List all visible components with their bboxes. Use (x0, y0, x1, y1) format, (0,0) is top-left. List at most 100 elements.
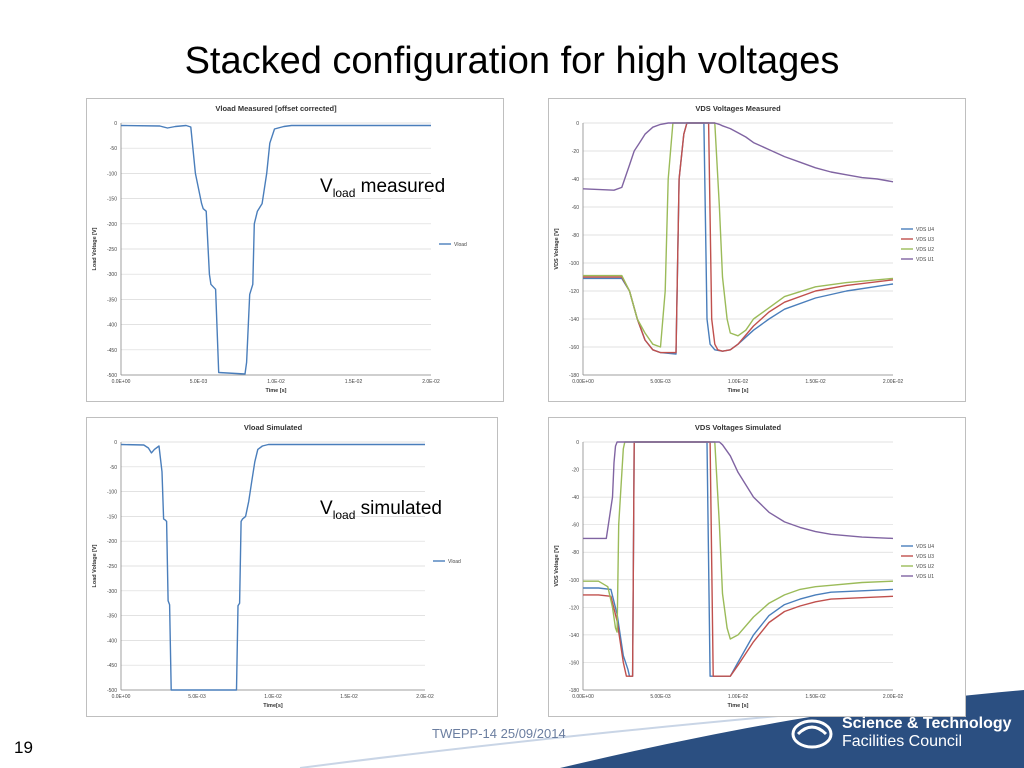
callout-vload-simulated: Vload simulated (320, 498, 442, 522)
y-tick-label: -400 (107, 323, 117, 329)
x-tick-label: 0.00E+00 (572, 694, 594, 700)
callout-simulated-text: simulated (355, 498, 442, 519)
y-tick-label: -150 (107, 514, 117, 520)
x-tick-label: 0.0E+00 (112, 379, 131, 385)
logo-text-line2: Facilities Council (842, 733, 963, 750)
y-tick-label: -160 (569, 660, 579, 666)
chart-title: VDS Voltages Measured (695, 104, 781, 113)
x-tick-label: 5.0E-03 (190, 379, 208, 385)
stfc-logo-icon (791, 719, 833, 749)
series-line (120, 443, 425, 691)
vds-measured-plot: VDS Voltages Measured 0 -20 -40 -60 -80 -100 -1… (554, 104, 934, 394)
vds-simulated-plot: VDS Voltages Simulated 0 -20 -40 -60 -80 -100 -… (554, 423, 934, 709)
y-tick-label: -150 (107, 197, 117, 203)
y-tick-label: -40 (572, 177, 579, 183)
callout-simulated-sub: load (332, 507, 356, 522)
legend-label: Vload (454, 242, 467, 248)
y-tick-label: -100 (569, 578, 579, 584)
x-tick-label: 1.5E-02 (340, 694, 358, 700)
vload-measured-plot: Vload Measured [offset corrected] 0 -50 -10… (92, 104, 467, 394)
legend-label: VDS U4 (916, 544, 934, 550)
y-tick-label: -500 (107, 373, 117, 379)
callout-measured-sub: load (332, 185, 356, 200)
y-tick-label: -350 (107, 614, 117, 620)
y-tick-label: -300 (107, 589, 117, 595)
legend-label: Vload (448, 559, 461, 565)
y-tick-label: -100 (107, 171, 117, 177)
y-tick-label: 0 (114, 440, 117, 446)
y-tick-label: 0 (576, 440, 579, 446)
y-tick-label: -120 (569, 605, 579, 611)
y-tick-label: -140 (569, 633, 579, 639)
y-tick-label: -200 (107, 539, 117, 545)
x-tick-label: 0.0E+00 (112, 694, 131, 700)
y-tick-label: -100 (107, 490, 117, 496)
legend-label: VDS U1 (916, 574, 934, 580)
vload-simulated-chart: Vload Simulated 0 -50 -100 -150 -200 -250 -300 -… (86, 417, 498, 717)
x-axis-label: Time [s] (728, 703, 749, 709)
y-tick-label: -80 (572, 550, 579, 556)
y-tick-label: -100 (569, 261, 579, 267)
series-line (583, 122, 894, 355)
chart-title: Vload Measured [offset corrected] (215, 104, 337, 113)
y-tick-label: -160 (569, 345, 579, 351)
series-line (583, 441, 894, 677)
vds-simulated-chart: VDS Voltages Simulated 0 -20 -40 -60 -80 -100 -… (548, 417, 966, 717)
x-tick-label: 1.0E-02 (264, 694, 282, 700)
x-tick-label: 5.0E-03 (188, 694, 206, 700)
y-tick-label: 0 (114, 121, 117, 127)
y-axis-label: VDS Voltage [V] (554, 545, 560, 586)
x-tick-label: 1.50E-02 (805, 379, 826, 385)
y-tick-label: -450 (107, 663, 117, 669)
legend-label: VDS U4 (916, 227, 934, 233)
x-tick-label: 2.0E-02 (422, 379, 440, 385)
slide-number: 19 (14, 738, 33, 757)
callout-simulated-main: V (320, 498, 333, 519)
y-tick-label: -450 (107, 348, 117, 354)
series-line (582, 122, 894, 191)
y-tick-label: -300 (107, 272, 117, 278)
x-tick-label: 1.00E-02 (728, 694, 749, 700)
chart-title: Vload Simulated (244, 423, 303, 432)
vds-measured-chart: VDS Voltages Measured 0 -20 -40 -60 -80 -100 -1… (548, 98, 966, 402)
x-tick-label: 5.00E-03 (650, 694, 671, 700)
footer-text: TWEPP-14 25/09/2014 (432, 726, 566, 741)
chart-title: VDS Voltages Simulated (695, 423, 782, 432)
y-tick-label: -200 (107, 222, 117, 228)
legend-label: VDS U1 (916, 257, 934, 263)
callout-measured-main: V (320, 176, 333, 197)
x-tick-label: 2.00E-02 (883, 379, 904, 385)
legend-label: VDS U2 (916, 564, 934, 570)
legend-label: VDS U2 (916, 247, 934, 253)
y-tick-label: -140 (569, 317, 579, 323)
x-tick-label: 1.5E-02 (345, 379, 363, 385)
y-axis-label: VDS Voltage [V] (554, 228, 560, 269)
x-tick-label: 2.0E-02 (416, 694, 434, 700)
stfc-logo: Science & Technology Facilities Council (790, 712, 1020, 756)
y-axis-label: Load Voltage [V] (92, 544, 98, 587)
series-line (583, 441, 894, 540)
y-tick-label: 0 (576, 121, 579, 127)
x-axis-label: Time[s] (263, 703, 283, 709)
callout-vload-measured: Vload measured (320, 176, 445, 200)
y-tick-label: -400 (107, 638, 117, 644)
series-line (583, 441, 894, 640)
y-axis-label: Load Voltage [V] (92, 227, 98, 270)
y-tick-label: -180 (569, 373, 579, 379)
series-line (583, 122, 894, 348)
vload-simulated-plot: Vload Simulated 0 -50 -100 -150 -200 -250 -300 -… (92, 423, 461, 709)
y-tick-label: -60 (572, 205, 579, 211)
y-tick-label: -80 (572, 233, 579, 239)
x-tick-label: 5.00E-03 (650, 379, 671, 385)
y-tick-label: -50 (110, 146, 117, 152)
y-tick-label: -500 (107, 688, 117, 694)
y-tick-label: -120 (569, 289, 579, 295)
logo-text-line1: Science & Technology (842, 715, 1012, 732)
series-line (120, 124, 431, 375)
legend-label: VDS U3 (916, 554, 934, 560)
x-axis-label: Time [s] (266, 388, 287, 394)
y-tick-label: -60 (572, 523, 579, 529)
slide-title: Stacked configuration for high voltages (184, 40, 840, 82)
callout-measured-text: measured (355, 176, 446, 197)
y-tick-label: -40 (572, 495, 579, 501)
